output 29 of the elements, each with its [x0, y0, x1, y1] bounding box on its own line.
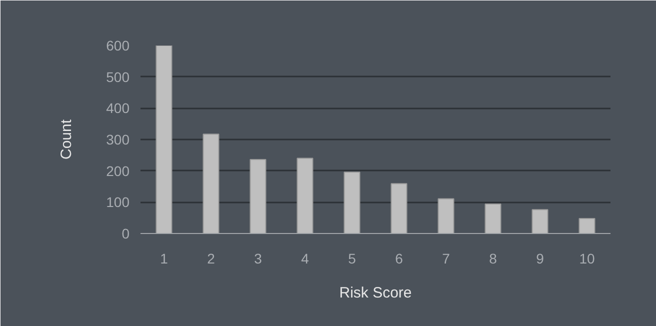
x-tick-label: 7 — [442, 250, 450, 266]
bar — [438, 198, 454, 234]
bar — [156, 46, 172, 234]
y-tick-label: 600 — [106, 38, 130, 54]
bar — [484, 204, 502, 234]
x-tick-label: 9 — [536, 250, 544, 266]
bar — [202, 134, 220, 234]
x-tick-label: 2 — [207, 250, 216, 266]
y-tick-label: 200 — [106, 162, 130, 179]
x-tick-label: 8 — [489, 250, 498, 266]
y-tick-label: 300 — [106, 132, 130, 148]
x-tick-label: 3 — [254, 250, 262, 266]
bar — [532, 209, 548, 234]
y-tick-label: 400 — [106, 100, 130, 116]
bar — [578, 218, 596, 234]
x-tick-label: 5 — [348, 250, 356, 266]
x-tick-label: 6 — [395, 250, 404, 266]
y-tick-label: 500 — [106, 68, 130, 85]
bar — [250, 159, 266, 234]
bar — [390, 183, 408, 234]
bar — [344, 172, 360, 234]
y-tick-label: 100 — [106, 194, 130, 210]
y-tick-label: 0 — [122, 226, 130, 242]
y-axis-title: Count — [58, 118, 76, 160]
x-tick-label: 4 — [301, 250, 310, 266]
bar — [296, 158, 314, 234]
x-tick-label: 10 — [579, 250, 595, 266]
x-tick-label: 1 — [160, 250, 168, 266]
x-axis-title: Risk Score — [339, 284, 412, 302]
